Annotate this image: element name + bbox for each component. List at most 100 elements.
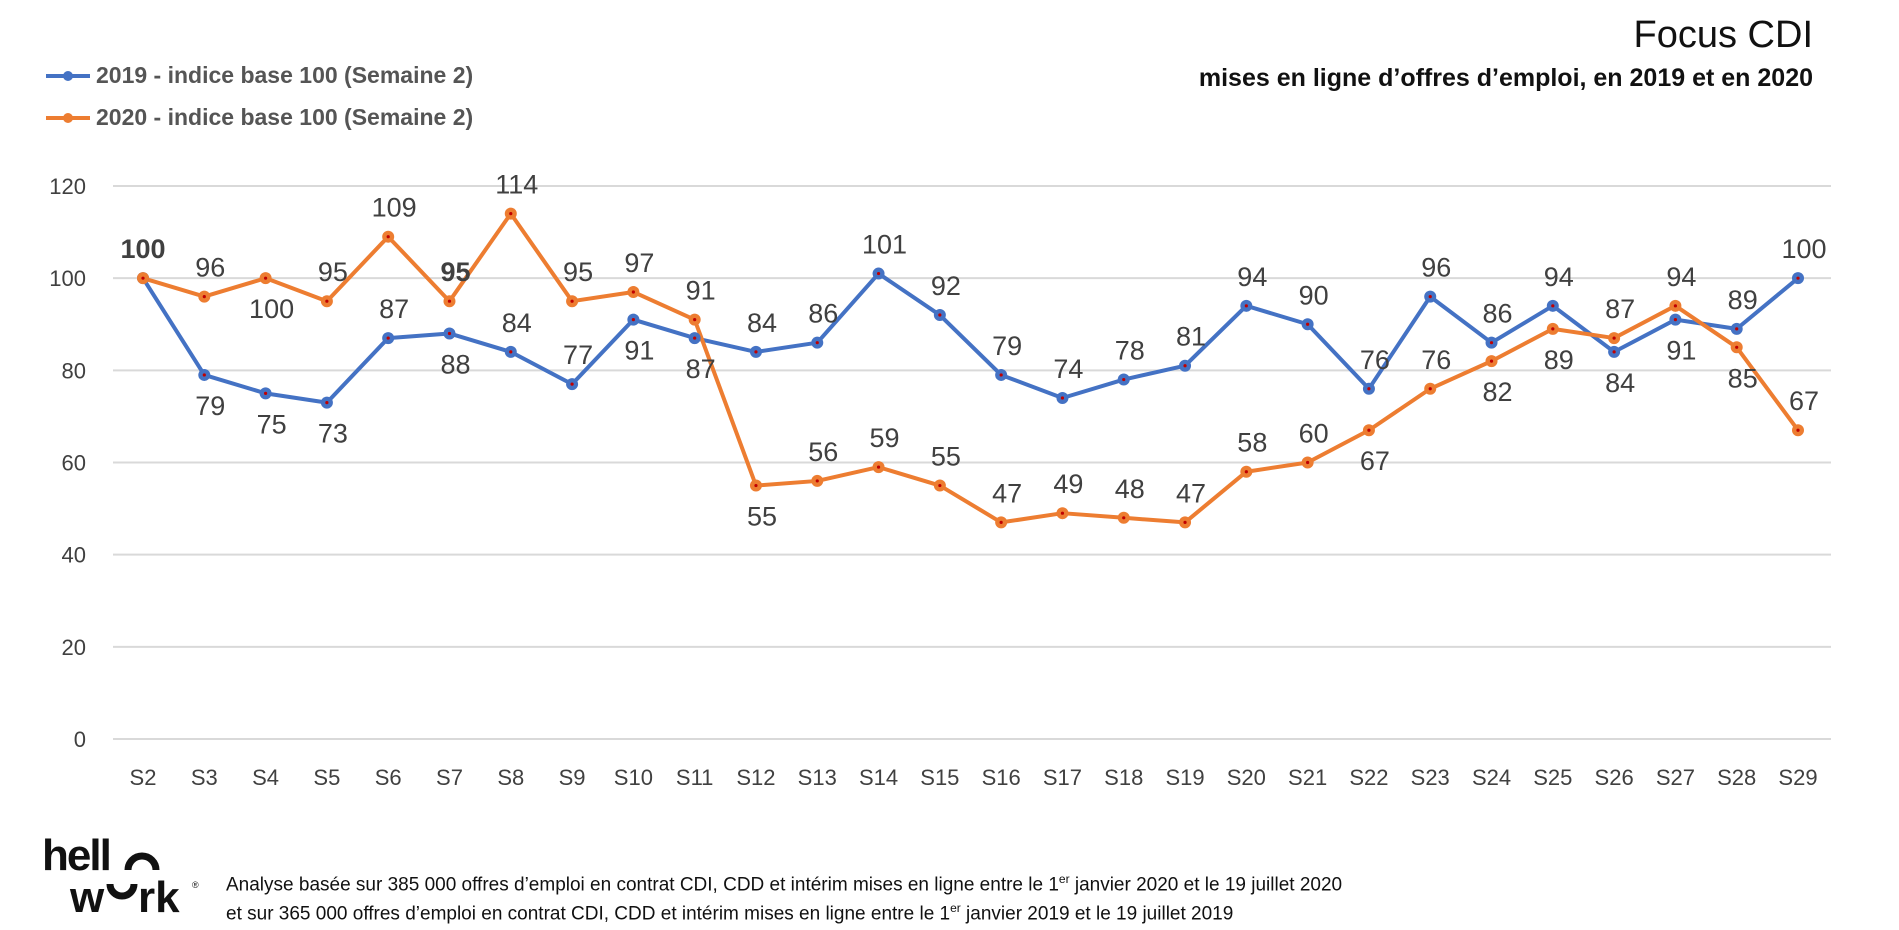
data-point-center: [1060, 396, 1065, 400]
data-label: 49: [1053, 469, 1083, 499]
svg-text:hell: hell: [42, 832, 110, 880]
data-label: 84: [502, 308, 532, 338]
data-point-center: [386, 235, 390, 239]
data-point-center: [1306, 322, 1310, 326]
x-tick-label: S27: [1656, 765, 1695, 790]
data-label: 95: [563, 257, 593, 287]
data-label: 87: [686, 354, 716, 384]
x-tick-label: S19: [1165, 765, 1204, 790]
data-point-center: [509, 350, 513, 354]
data-point-center: [509, 212, 513, 216]
footer-note-2020: Analyse basée sur 385 000 offres d’emplo…: [226, 872, 1342, 896]
data-point-center: [815, 341, 819, 345]
data-point-center: [631, 290, 635, 294]
data-label: 47: [992, 478, 1022, 508]
data-point-center: [325, 400, 329, 405]
data-point-center: [1612, 336, 1616, 340]
hellowork-logo: hell w rk ®: [42, 832, 199, 918]
data-label: 96: [195, 253, 225, 283]
data-label: 100: [120, 234, 165, 264]
x-tick-label: S5: [313, 765, 340, 790]
data-label: 73: [318, 419, 348, 449]
data-label: 76: [1360, 345, 1390, 375]
x-tick-label: S3: [191, 765, 218, 790]
data-point-center: [447, 331, 452, 336]
data-point-center: [1428, 295, 1432, 299]
data-label: 58: [1237, 428, 1267, 458]
footer-sup: er: [1058, 872, 1070, 886]
svg-text:w: w: [69, 873, 105, 918]
y-tick-label: 60: [62, 451, 86, 476]
footer-text: Analyse basée sur 385 000 offres d’emplo…: [226, 874, 1059, 896]
x-tick-label: S25: [1533, 765, 1572, 790]
data-label: 47: [1176, 478, 1206, 508]
data-label: 84: [1605, 368, 1635, 398]
x-tick-label: S20: [1227, 765, 1266, 790]
x-tick-label: S15: [920, 765, 959, 790]
x-tick-label: S13: [798, 765, 837, 790]
data-label: 59: [870, 423, 900, 453]
x-tick-label: S29: [1778, 765, 1817, 790]
data-label: 67: [1789, 386, 1819, 416]
data-point-center: [1796, 428, 1800, 432]
data-label: 87: [1605, 294, 1635, 324]
data-point-center: [570, 382, 574, 386]
data-point-center: [1796, 276, 1800, 280]
footer-text: janvier 2020 et le 19 juillet 2020: [1069, 874, 1343, 896]
data-point-center: [1673, 318, 1678, 322]
x-tick-label: S7: [436, 765, 463, 790]
data-label: 100: [1781, 234, 1826, 264]
legend-label-2020: 2020 - indice base 100 (Semaine 2): [96, 104, 474, 130]
data-label: 74: [1053, 354, 1083, 384]
y-tick-label: 100: [49, 266, 86, 291]
data-label: 85: [1728, 363, 1758, 393]
data-label: 97: [624, 248, 654, 278]
data-point-center: [1367, 387, 1371, 391]
data-label: 92: [931, 271, 961, 301]
x-tick-label: S16: [982, 765, 1021, 790]
data-label: 75: [257, 409, 287, 439]
data-point-center: [876, 465, 881, 469]
legend-label-2019: 2019 - indice base 100 (Semaine 2): [96, 62, 474, 88]
data-point-center: [1551, 304, 1555, 308]
x-tick-label: S9: [559, 765, 586, 790]
data-label: 84: [747, 308, 777, 338]
data-point-center: [1306, 460, 1310, 465]
data-point-center: [570, 299, 574, 303]
data-point-center: [693, 318, 697, 322]
data-point-center: [1183, 520, 1187, 525]
legend-marker-2020-icon: [46, 112, 90, 123]
x-tick-label: S28: [1717, 765, 1756, 790]
data-label: 86: [1482, 299, 1512, 329]
data-point-center: [447, 299, 452, 303]
data-point-center: [876, 271, 881, 276]
legend-item-2020: 2020 - indice base 100 (Semaine 2): [46, 104, 473, 131]
data-point-center: [1183, 364, 1187, 368]
data-point-center: [999, 520, 1003, 525]
data-point-center: [1367, 428, 1371, 432]
data-point-center: [999, 373, 1003, 377]
data-point-center: [263, 276, 268, 280]
data-point-center: [386, 336, 390, 340]
x-tick-label: S18: [1104, 765, 1143, 790]
x-tick-label: S12: [736, 765, 775, 790]
data-label: 55: [931, 442, 961, 472]
data-label: 94: [1666, 262, 1696, 292]
footer-text: et sur 365 000 offres d’emploi en contra…: [226, 903, 951, 925]
x-tick-label: S17: [1043, 765, 1082, 790]
series-line-1: [142, 211, 1800, 525]
data-label: 100: [249, 294, 294, 324]
data-label: 95: [440, 257, 470, 287]
x-tick-label: S11: [676, 765, 714, 790]
data-label: 89: [1544, 345, 1574, 375]
data-label: 114: [495, 170, 538, 200]
data-label: 67: [1360, 446, 1390, 476]
data-label: 55: [747, 502, 777, 532]
data-point-center: [1122, 377, 1126, 382]
data-point-center: [1122, 516, 1126, 520]
data-label: 109: [372, 193, 417, 223]
data-label: 77: [563, 340, 593, 370]
data-label: 56: [808, 437, 838, 467]
legend-marker-2019-icon: [46, 70, 90, 81]
